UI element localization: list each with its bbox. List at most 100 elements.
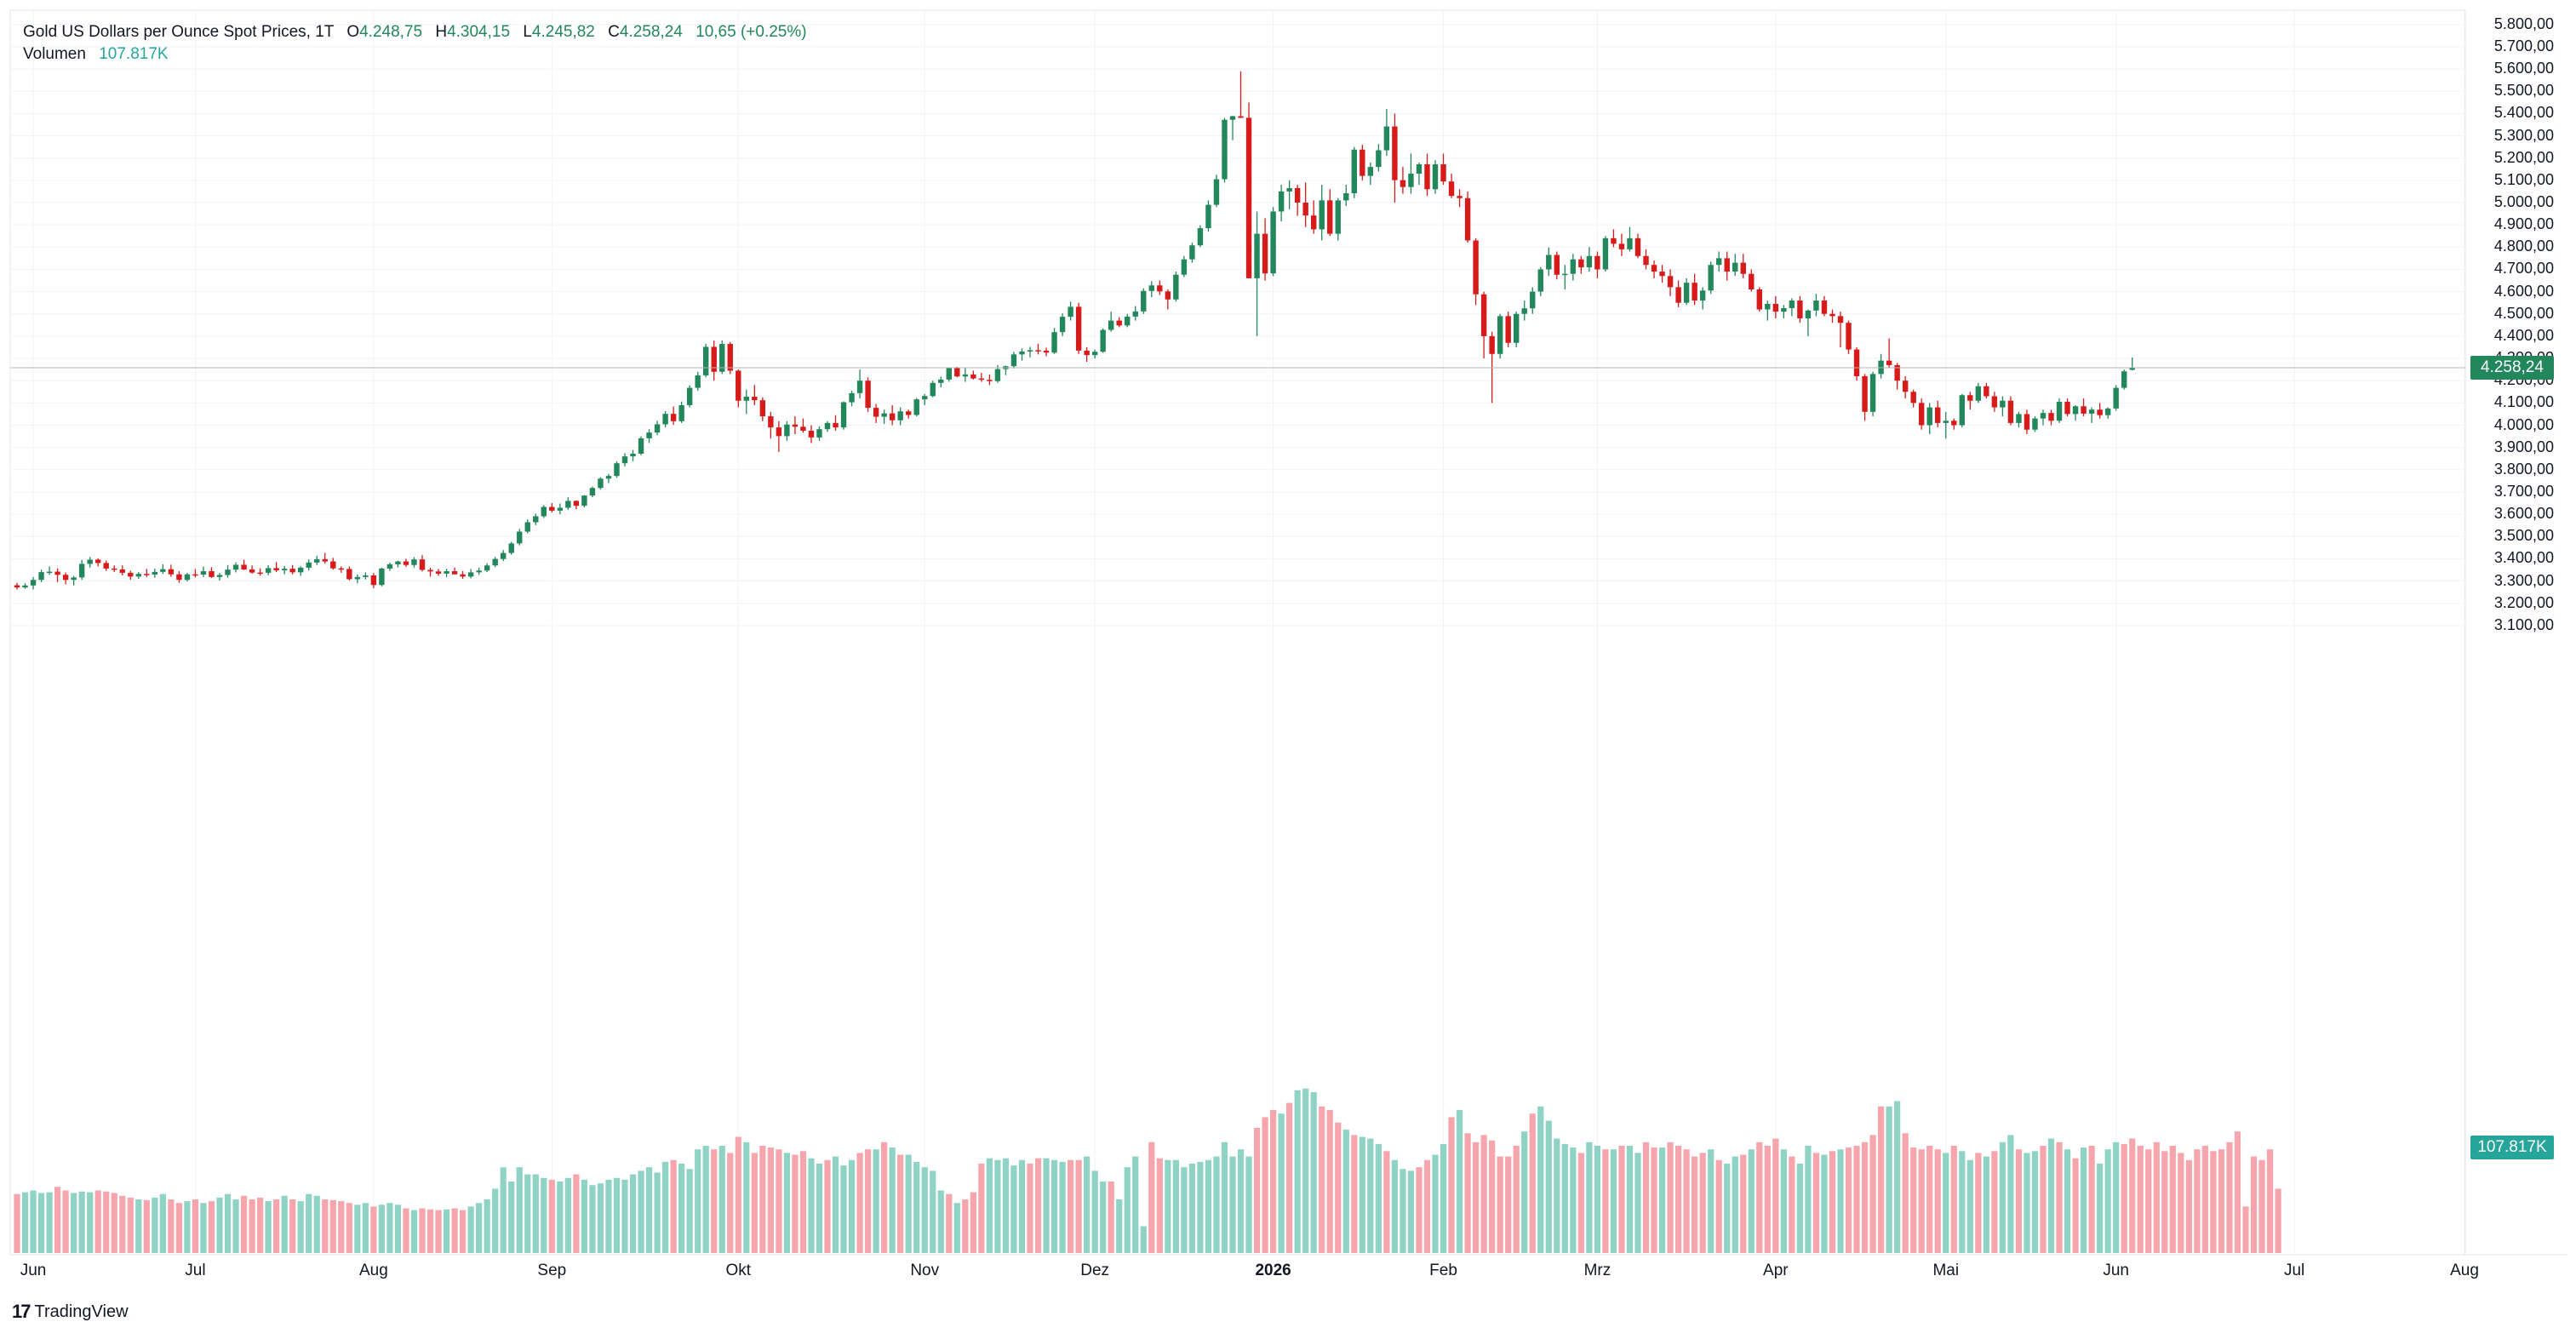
candle <box>330 558 336 570</box>
candle-body <box>2032 418 2038 430</box>
volume-bar <box>573 1174 580 1253</box>
candle-body <box>1302 203 1308 216</box>
candle <box>2072 404 2079 421</box>
volume-bar <box>759 1146 766 1253</box>
candle <box>840 401 847 430</box>
candle <box>2121 369 2127 390</box>
candle <box>54 568 60 582</box>
candle-body <box>71 577 77 581</box>
candle <box>1910 389 1916 408</box>
candle <box>1262 218 1268 281</box>
candle <box>1683 278 1690 306</box>
volume-bar <box>200 1203 207 1253</box>
candle <box>2000 396 2006 417</box>
candle-body <box>1229 116 1236 120</box>
candle-body <box>1367 167 1374 176</box>
candle <box>1708 261 1714 295</box>
candle <box>1448 174 1455 198</box>
chart-pane[interactable] <box>9 9 2466 1256</box>
volume-bar <box>1367 1138 1374 1253</box>
candle <box>1821 295 1828 317</box>
volume-bar <box>127 1197 134 1253</box>
candle <box>1675 280 1681 307</box>
volume-bar <box>1375 1143 1382 1253</box>
candle-body <box>1473 240 1479 295</box>
candle <box>938 376 944 388</box>
volume-bar <box>1310 1092 1317 1253</box>
candle <box>1869 371 1876 417</box>
candle-body <box>281 569 288 570</box>
candle <box>1578 255 1584 274</box>
candle <box>1740 254 1746 278</box>
candle-body <box>354 576 361 580</box>
candle <box>1546 247 1552 277</box>
volume-bar <box>2178 1153 2184 1253</box>
volume-bar <box>1359 1136 1365 1253</box>
volume-bar <box>1537 1106 1544 1253</box>
candle <box>1537 266 1543 296</box>
candle-body <box>922 396 928 400</box>
candle <box>1238 71 1244 118</box>
volume-bar <box>1821 1154 1828 1253</box>
candle <box>517 529 523 546</box>
candle-body <box>670 414 677 421</box>
candle-body <box>1059 317 1066 333</box>
candle <box>678 401 684 423</box>
candle-body <box>533 516 539 523</box>
volume-bar <box>476 1203 483 1253</box>
candle <box>71 575 77 586</box>
volume-bar <box>1432 1154 1439 1253</box>
volume-bar <box>548 1179 555 1253</box>
tradingview-logo[interactable]: 17 TradingView <box>12 1301 129 1323</box>
candle-body <box>119 569 125 573</box>
volume-bar <box>711 1149 718 1253</box>
volume-bar <box>1577 1153 1584 1253</box>
volume-bar <box>986 1158 993 1253</box>
volume-bar <box>1602 1149 1609 1253</box>
volume-bar <box>265 1201 272 1253</box>
price-axis-label: 4.400,00 <box>2493 326 2554 344</box>
candle-body <box>1189 245 1195 260</box>
candle-body <box>873 408 879 417</box>
volume-bar <box>783 1153 790 1253</box>
candle-body <box>508 543 514 553</box>
candle <box>1659 265 1665 283</box>
candle <box>2056 398 2063 423</box>
volume-label[interactable]: Volumen <box>23 45 86 63</box>
candle-body <box>168 569 175 575</box>
candle <box>987 374 993 386</box>
volume-bar <box>799 1151 807 1253</box>
candle <box>913 398 919 417</box>
candle <box>1132 306 1138 321</box>
candle-body <box>1514 313 1520 343</box>
symbol-title[interactable]: Gold US Dollars per Ounce Spot Prices, 1… <box>23 23 335 41</box>
volume-bar <box>2234 1131 2241 1253</box>
volume-bar <box>638 1170 644 1253</box>
volume-bar <box>516 1167 523 1253</box>
candle <box>889 404 896 426</box>
candle <box>112 565 117 573</box>
candle-body <box>1157 285 1163 292</box>
candle-body <box>2048 413 2054 421</box>
volume-bar <box>111 1193 117 1253</box>
candle-body <box>1497 316 1503 354</box>
volume-bar <box>776 1149 782 1253</box>
candle <box>281 565 288 575</box>
candle-body <box>1570 259 1577 274</box>
candle-body <box>476 570 482 573</box>
candle <box>1457 189 1463 208</box>
volume-bar <box>913 1161 920 1253</box>
candle-body <box>1829 313 1835 317</box>
volume-bar <box>1456 1110 1463 1253</box>
candle-body <box>605 476 612 479</box>
candle <box>273 562 279 573</box>
volume-bar <box>394 1205 402 1253</box>
candle-body <box>1376 150 1382 168</box>
candle <box>38 569 44 582</box>
candle <box>1716 251 1722 272</box>
volume-bar <box>1416 1167 1423 1253</box>
volume-bar <box>1837 1149 1844 1253</box>
volume-bar <box>467 1206 474 1253</box>
